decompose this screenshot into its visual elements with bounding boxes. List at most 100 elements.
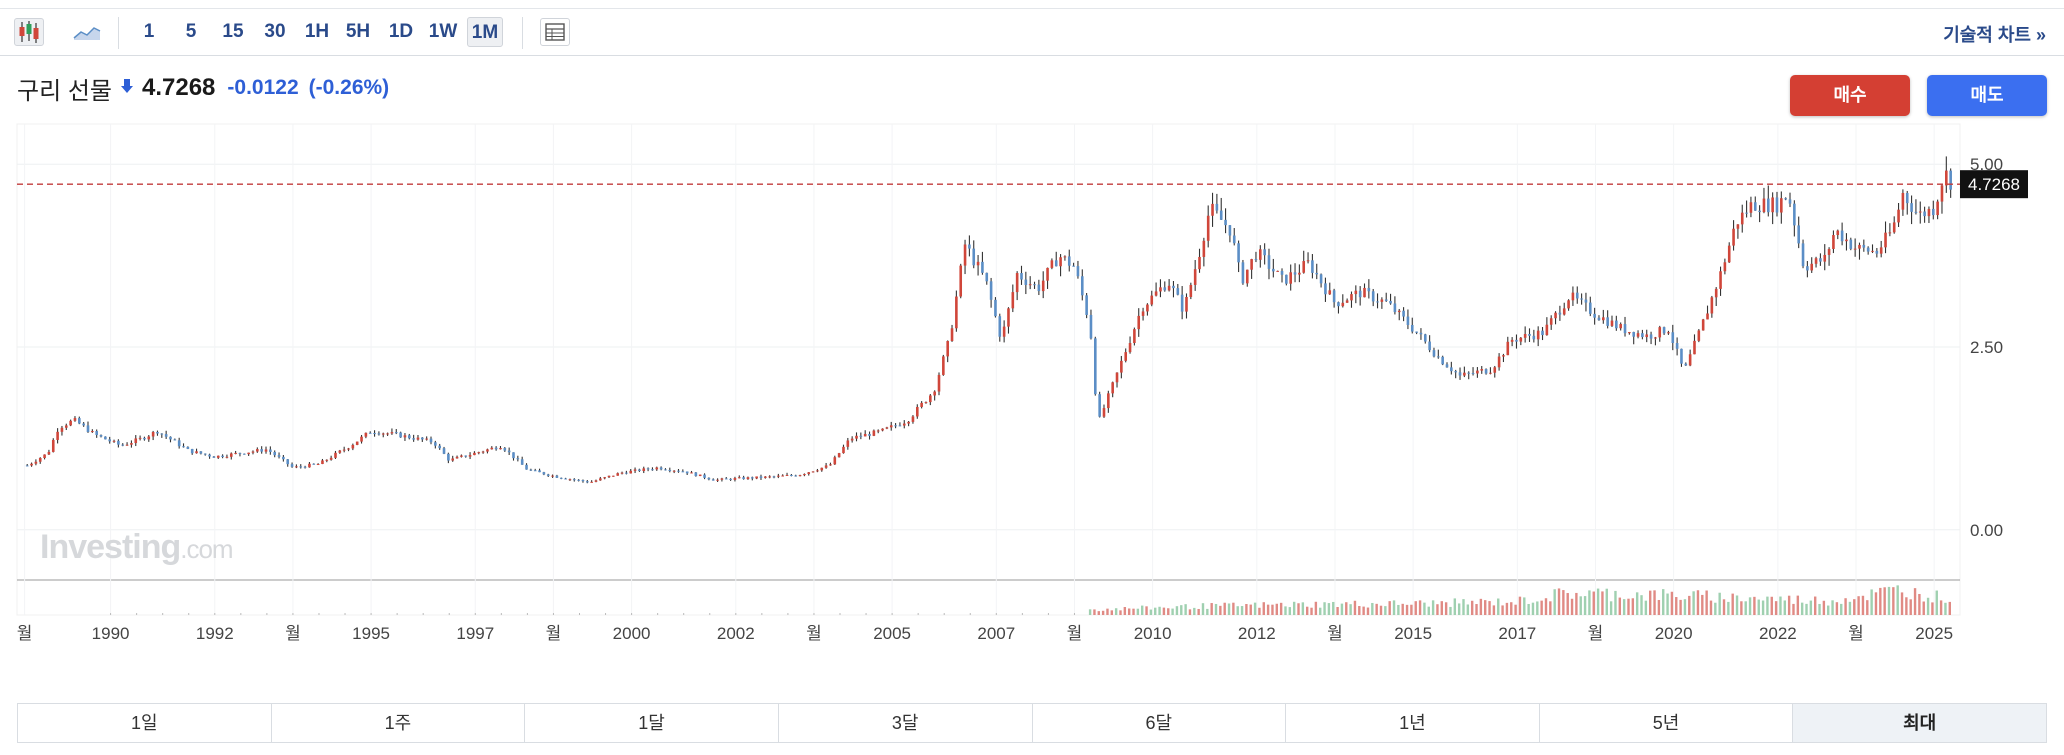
volume-bar (1319, 607, 1322, 615)
range-1m[interactable]: 1달 (525, 704, 779, 742)
technical-chart-link[interactable]: 기술적 차트 » (1943, 25, 2046, 45)
ohlc-body-down (208, 454, 211, 457)
interval-30[interactable]: 30 (264, 21, 286, 42)
volume-bar (1123, 607, 1127, 615)
ohlc-body-down (1094, 338, 1097, 395)
ohlc-body-up (1710, 297, 1714, 314)
ohlc-body-down (1020, 273, 1023, 280)
ohlc-body-up (112, 440, 116, 442)
ohlc-body-down (1089, 314, 1093, 339)
ohlc-body-up (1198, 256, 1201, 270)
ohlc-body-up (876, 430, 880, 432)
ohlc-body-up (1610, 320, 1614, 326)
interval-15[interactable]: 15 (222, 21, 244, 42)
x-tick-label: 2007 (977, 624, 1015, 643)
ohlc-body-up (551, 475, 554, 477)
volume-bar (1683, 599, 1687, 615)
volume-bar (1405, 604, 1409, 615)
price-change: -0.0122 (227, 76, 299, 99)
area-chart-icon[interactable] (72, 18, 102, 46)
volume-bar (1866, 600, 1869, 615)
volume-bar (1727, 601, 1730, 615)
ohlc-body-down (989, 281, 993, 300)
interval-5[interactable]: 5 (185, 21, 197, 42)
ohlc-body-up (425, 438, 428, 440)
ohlc-body-up (477, 452, 481, 454)
volume-bar (1119, 610, 1122, 615)
ohlc-body-up (937, 374, 941, 392)
ohlc-body-down (260, 449, 263, 452)
interval-1w[interactable]: 1W (428, 21, 458, 42)
interval-5h[interactable]: 5H (345, 21, 371, 42)
current-price-label: 4.7268 (1968, 175, 2020, 194)
volume-bar (1431, 600, 1435, 615)
volume-bar (1570, 598, 1574, 615)
range-max[interactable]: 최대 (1793, 704, 2046, 742)
range-1d[interactable]: 1일 (18, 704, 272, 742)
interval-1h[interactable]: 1H (304, 21, 330, 42)
ohlc-body-down (212, 456, 216, 458)
ohlc-body-up (1554, 312, 1557, 319)
volume-bar (1675, 597, 1678, 615)
ohlc-body-down (794, 475, 798, 477)
ohlc-body-down (1272, 268, 1275, 272)
ohlc-body-up (1510, 339, 1514, 342)
interval-1[interactable]: 1 (143, 21, 155, 42)
volume-bar (1201, 603, 1205, 615)
ohlc-body-down (1528, 333, 1531, 336)
ohlc-body-up (386, 433, 389, 435)
volume-bar (1774, 601, 1778, 615)
volume-bar (1162, 607, 1166, 615)
volume-bar (1944, 602, 1947, 615)
ohlc-body-up (468, 455, 472, 457)
ohlc-body-down (1558, 312, 1562, 315)
range-5y[interactable]: 5년 (1540, 704, 1794, 742)
ohlc-bars (25, 156, 1952, 484)
ohlc-body-up (1523, 333, 1527, 338)
volume-bar (1909, 599, 1912, 615)
sell-button[interactable]: 매도 (1927, 75, 2047, 116)
ohlc-body-up (1363, 287, 1366, 298)
ohlc-body-down (681, 471, 685, 473)
volume-bar (1731, 593, 1734, 615)
volume-bar (1918, 593, 1921, 615)
price-chart[interactable]: 5.00 2.50 0.00 월 1990 1992 월 1995 1997 월 2000 2002 월… (0, 110, 2064, 670)
range-1w[interactable]: 1주 (272, 704, 526, 742)
ohlc-body-down (1423, 334, 1427, 342)
ohlc-body-down (625, 472, 628, 474)
ohlc-body-up (1927, 208, 1931, 217)
table-view-icon[interactable] (540, 18, 570, 46)
ohlc-body-down (1406, 316, 1410, 325)
ohlc-body-down (299, 466, 303, 468)
ohlc-body-up (1892, 222, 1896, 233)
ohlc-body-up (1476, 370, 1479, 374)
volume-bar (1792, 603, 1795, 615)
interval-1m[interactable]: 1M (467, 17, 503, 47)
ohlc-body-down (182, 446, 185, 448)
ohlc-body-up (1302, 261, 1306, 273)
ohlc-body-up (38, 457, 42, 462)
ohlc-body-up (225, 456, 229, 458)
ohlc-body-up (1771, 197, 1774, 213)
volume-bar (1783, 600, 1786, 615)
candlestick-chart-icon[interactable] (14, 18, 44, 46)
range-1y[interactable]: 1년 (1286, 704, 1540, 742)
range-6m[interactable]: 6달 (1033, 704, 1287, 742)
volume-bar (1718, 592, 1721, 615)
volume-bar (1292, 601, 1296, 615)
ohlc-body-down (1085, 295, 1088, 315)
buy-button[interactable]: 매수 (1790, 75, 1910, 116)
ohlc-body-down (1280, 270, 1284, 275)
ohlc-body-up (885, 427, 889, 429)
ohlc-body-down (1267, 255, 1271, 269)
interval-1d[interactable]: 1D (388, 21, 414, 42)
ohlc-body-up (1489, 372, 1492, 374)
ohlc-body-down (577, 479, 580, 481)
range-3m[interactable]: 3달 (779, 704, 1033, 742)
ohlc-body-up (1832, 235, 1835, 249)
ohlc-body-down (143, 437, 146, 440)
volume-bar (1249, 604, 1252, 615)
volume-bar (1384, 606, 1387, 615)
ohlc-body-up (1719, 271, 1722, 289)
volume-bar (1197, 608, 1200, 615)
